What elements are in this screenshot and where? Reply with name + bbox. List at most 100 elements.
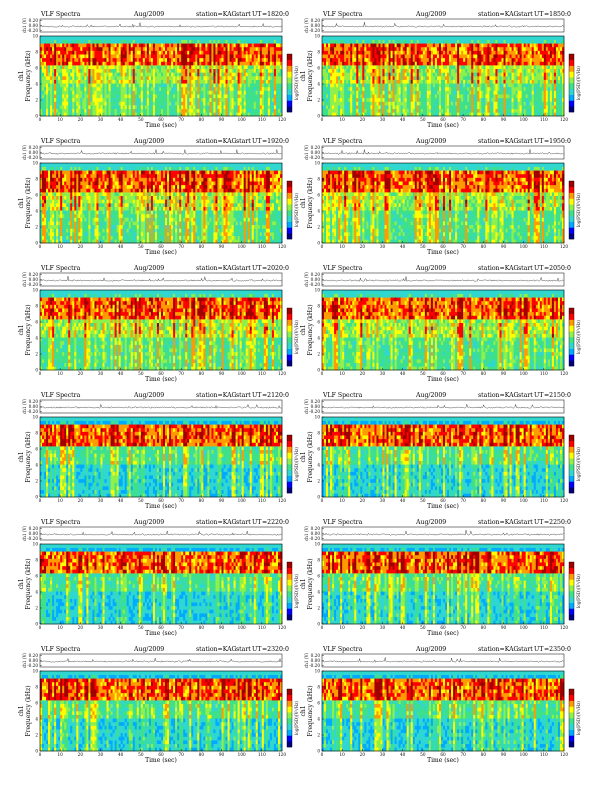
spectrogram-cell	[469, 98, 471, 102]
spectrogram-cell	[226, 109, 228, 113]
spectrogram-cell	[129, 36, 131, 40]
spectrogram-cell	[135, 47, 137, 51]
spectrogram-cell	[475, 47, 477, 51]
spectrogram-cell	[189, 87, 191, 91]
spectrogram-cell	[66, 83, 68, 87]
spectrogram-cell	[127, 87, 129, 91]
spectrogram-cell	[117, 87, 119, 91]
spectrogram-cell	[135, 65, 137, 69]
spectrogram-cell	[131, 40, 133, 44]
spectrogram-cell	[48, 54, 50, 58]
spectrogram-cell	[380, 43, 382, 47]
spectrogram-cell	[455, 76, 457, 80]
spectrogram-cell	[62, 101, 64, 105]
spectrogram-cell	[508, 47, 510, 51]
spectrogram-cell	[92, 87, 94, 91]
spectrogram-cell	[185, 65, 187, 69]
spectrogram-cell	[459, 83, 461, 87]
spectrogram-cell	[207, 69, 209, 73]
spectrogram-cell	[183, 80, 185, 84]
spectrogram-cell	[244, 36, 246, 40]
spectrogram-cell	[260, 87, 262, 91]
spectrogram-cell	[183, 98, 185, 102]
spectrogram-cell	[439, 94, 441, 98]
spectrogram-cell	[193, 61, 195, 65]
spectrogram-cell	[211, 58, 213, 62]
spectrogram-cell	[516, 76, 518, 80]
spectrogram-cell	[209, 54, 211, 58]
spectrogram-cell	[266, 40, 268, 44]
spectrogram-cell	[437, 58, 439, 62]
spectrogram-cell	[217, 54, 219, 58]
spectrogram-cell	[240, 61, 242, 65]
spectrogram-cell	[506, 51, 508, 55]
trace-tick-label: -0.20	[309, 28, 320, 33]
spectrogram-cell	[96, 54, 98, 58]
spectrogram-cell	[153, 80, 155, 84]
spectrogram-cell	[413, 40, 415, 44]
spectrogram-cell	[240, 69, 242, 73]
spectrogram-cell	[514, 69, 516, 73]
spectrogram-cell	[451, 76, 453, 80]
spectrogram-cell	[226, 91, 228, 95]
spectrogram-cell	[147, 40, 149, 44]
spectrogram-cell	[131, 83, 133, 87]
spectrogram-cell	[175, 58, 177, 62]
spectrogram-cell	[242, 98, 244, 102]
spectrogram-cell	[425, 61, 427, 65]
spectrogram-cell	[439, 61, 441, 65]
spectrogram-cell	[469, 51, 471, 55]
spectrogram-cell	[457, 101, 459, 105]
spectrogram-cell	[157, 91, 159, 95]
spectrogram-cell	[76, 51, 78, 55]
spectrogram-cell	[518, 58, 520, 62]
spectrogram-cell	[493, 72, 495, 76]
spectrogram-cell	[376, 72, 378, 76]
spectrogram-cell	[328, 87, 330, 91]
spectrogram-cell	[167, 76, 169, 80]
spectrogram-cell	[224, 91, 226, 95]
spectrogram-cell	[479, 98, 481, 102]
spectrogram-cell	[119, 98, 121, 102]
spectrogram-cell	[338, 105, 340, 109]
spectrogram-cell	[143, 40, 145, 44]
spectrogram-cell	[179, 40, 181, 44]
spectrogram-cell	[94, 109, 96, 113]
spectrogram-cell	[499, 105, 501, 109]
spectrogram-cell	[232, 98, 234, 102]
spectrogram-cell	[330, 87, 332, 91]
spectrogram-cell	[258, 80, 260, 84]
spectrogram-cell	[328, 40, 330, 44]
spectrogram-cell	[60, 80, 62, 84]
spectrogram-cell	[256, 58, 258, 62]
spectrogram-cell	[40, 105, 42, 109]
spectrogram-cell	[387, 47, 389, 51]
spectrogram-cell	[50, 87, 52, 91]
spectrogram-cell	[213, 69, 215, 73]
spectrogram-cell	[453, 61, 455, 65]
spectrogram-cell	[340, 91, 342, 95]
spectrogram-cell	[504, 80, 506, 84]
spectrogram-cell	[457, 98, 459, 102]
spectrogram-cell	[82, 109, 84, 113]
spectrogram-cell	[499, 61, 501, 65]
spectrogram-cell	[40, 61, 42, 65]
spectrogram-cell	[199, 94, 201, 98]
spectrogram-cell	[499, 80, 501, 84]
spectrogram-cell	[481, 76, 483, 80]
spectrogram-cell	[119, 94, 121, 98]
spectrogram-cell	[465, 72, 467, 76]
spectrogram-cell	[350, 94, 352, 98]
spectrogram-cell	[242, 61, 244, 65]
spectrogram-cell	[326, 65, 328, 69]
spectrogram-cell	[427, 76, 429, 80]
spectrogram-cell	[340, 105, 342, 109]
spectrogram-cell	[250, 51, 252, 55]
spectrogram-cell	[72, 69, 74, 73]
spectrogram-cell	[435, 54, 437, 58]
spectrogram-cell	[506, 94, 508, 98]
spectrogram-cell	[352, 54, 354, 58]
spectrogram-cell	[473, 65, 475, 69]
spectrogram-cell	[185, 54, 187, 58]
spectrogram-cell	[109, 98, 111, 102]
